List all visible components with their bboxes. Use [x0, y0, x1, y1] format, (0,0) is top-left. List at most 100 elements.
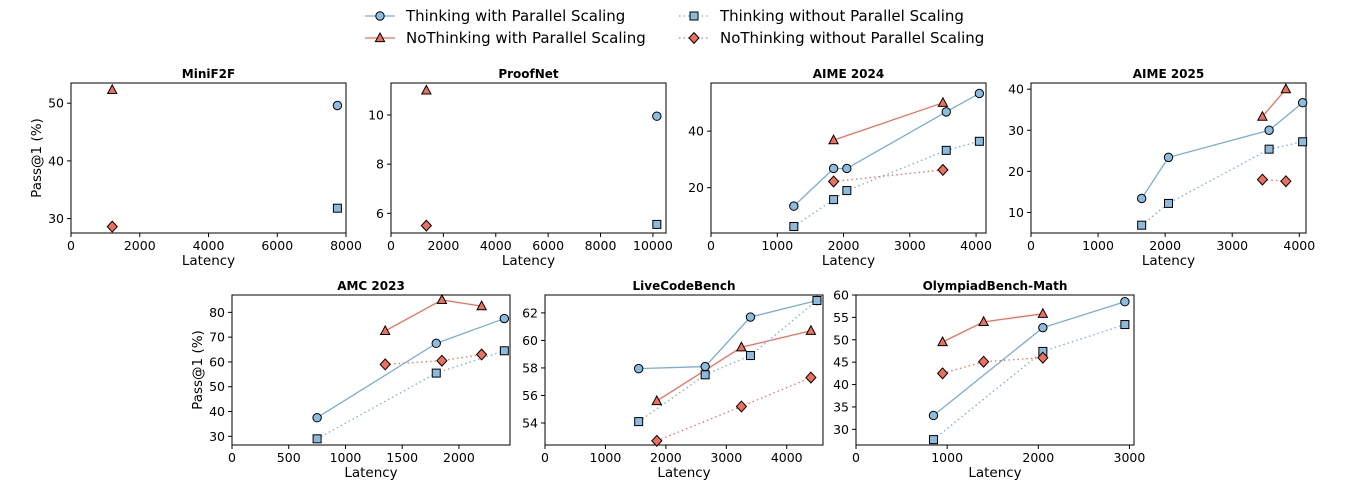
y-tick-label: 80 — [209, 305, 225, 320]
data-point — [420, 219, 433, 232]
legend-marker — [374, 31, 386, 43]
data-point — [1264, 125, 1274, 135]
x-axis-label: Latency — [968, 465, 1021, 481]
y-tick-label: 20 — [1008, 164, 1024, 179]
data-point — [941, 107, 951, 117]
data-point — [842, 186, 852, 196]
data-point — [1120, 320, 1130, 330]
data-point — [436, 354, 448, 367]
y-tick-label: 30 — [1008, 123, 1024, 138]
data-point — [499, 346, 509, 356]
data-point — [312, 413, 322, 423]
legend-entry: Thinking without Parallel Scaling — [679, 7, 964, 25]
legend-label: NoThinking with Parallel Scaling — [406, 29, 646, 47]
chart-panel: MiniF2F 0 2000 4000 6000 8000 30 40 50 Latency Pas… — [29, 67, 362, 269]
data-point — [1163, 152, 1174, 163]
y-tick-label: 58 — [522, 360, 538, 375]
legend-label: Thinking with Parallel Scaling — [405, 7, 625, 25]
data-point — [1136, 193, 1147, 204]
x-tick-label: 2000 — [427, 238, 459, 253]
legend-label: Thinking without Parallel Scaling — [719, 7, 964, 25]
data-point — [106, 220, 118, 233]
x-tick-label: 0 — [387, 238, 395, 253]
y-tick-label: 60 — [209, 354, 225, 369]
panel-title: AIME 2025 — [1133, 67, 1204, 81]
chart-panel: LiveCodeBench 0 1000 2000 3000 4000 54 56 58 60 62… — [522, 279, 824, 481]
y-tick-label: 8 — [376, 157, 384, 172]
data-point — [828, 134, 840, 145]
chart-panel: OlympiadBench-Math 0 1000 2000 3000 30 35 40 45 5… — [833, 279, 1145, 481]
y-tick-label: 40 — [1008, 82, 1024, 97]
x-axis-label: Latency — [502, 253, 555, 269]
chart-panel: AIME 2025 0 1000 2000 3000 4000 10 20 30 40 Latenc… — [1008, 67, 1315, 269]
y-tick-label: 35 — [833, 399, 849, 414]
y-tick-label: 30 — [833, 422, 849, 437]
data-point — [842, 163, 852, 174]
x-tick-label: 3000 — [894, 238, 926, 253]
data-point — [829, 195, 839, 205]
data-point — [332, 100, 343, 111]
data-point — [974, 136, 984, 146]
y-tick-label: 60 — [522, 333, 538, 348]
legend-entry: Thinking with Parallel Scaling — [365, 7, 625, 25]
x-tick-label: 4000 — [480, 238, 512, 253]
x-tick-label: 2000 — [1022, 450, 1054, 465]
data-point — [476, 300, 488, 311]
plot-frame — [70, 82, 347, 234]
x-tick-label: 3000 — [710, 450, 742, 465]
x-tick-label: 4000 — [193, 238, 225, 253]
x-tick-label: 1000 — [761, 238, 793, 253]
x-tick-label: 1000 — [931, 450, 963, 465]
series-line — [833, 102, 944, 141]
data-point — [805, 371, 817, 384]
x-axis-label: Latency — [344, 465, 397, 481]
x-tick-label: 2000 — [828, 238, 860, 253]
panel-title: AIME 2024 — [813, 67, 884, 81]
y-tick-label: 40 — [833, 377, 849, 392]
data-point — [1256, 110, 1268, 121]
data-point — [789, 201, 799, 211]
data-point — [1280, 83, 1292, 94]
data-point — [312, 434, 322, 444]
data-point — [652, 111, 662, 121]
x-tick-label: 0 — [707, 238, 715, 253]
data-point — [827, 175, 840, 188]
data-point — [1297, 98, 1308, 108]
data-point — [1137, 220, 1147, 230]
data-point — [475, 348, 488, 361]
series-line — [1261, 88, 1287, 118]
plot-frame — [855, 294, 1135, 446]
x-tick-label: 8000 — [585, 238, 617, 253]
data-point — [1038, 322, 1048, 333]
data-point — [436, 293, 448, 305]
y-tick-label: 45 — [833, 355, 849, 370]
x-tick-label: 6000 — [261, 238, 293, 253]
data-point — [431, 338, 441, 349]
x-tick-label: 10000 — [633, 238, 673, 253]
x-tick-label: 0 — [67, 238, 75, 253]
x-tick-label: 2000 — [650, 450, 682, 465]
data-point — [937, 163, 949, 177]
x-tick-label: 2000 — [1149, 238, 1181, 253]
data-point — [651, 434, 663, 448]
data-point — [928, 410, 939, 421]
y-tick-label: 50 — [833, 332, 849, 347]
plot-frame — [231, 294, 511, 446]
data-point — [1298, 137, 1308, 147]
series-line — [638, 300, 818, 423]
y-tick-label: 6 — [376, 206, 384, 221]
x-tick-label: 4000 — [771, 450, 803, 465]
y-tick-label: 40 — [209, 404, 225, 419]
series-line — [942, 357, 1043, 374]
data-point — [974, 88, 985, 99]
x-tick-label: 500 — [277, 450, 301, 465]
x-tick-label: 3000 — [1114, 450, 1146, 465]
data-point — [652, 219, 662, 229]
panel-title: OlympiadBench-Math — [923, 279, 1068, 293]
data-point — [828, 163, 839, 174]
x-axis-label: Latency — [1142, 253, 1195, 269]
plot-frame — [544, 294, 824, 446]
data-point — [431, 368, 441, 378]
x-axis-label: Latency — [657, 465, 710, 481]
